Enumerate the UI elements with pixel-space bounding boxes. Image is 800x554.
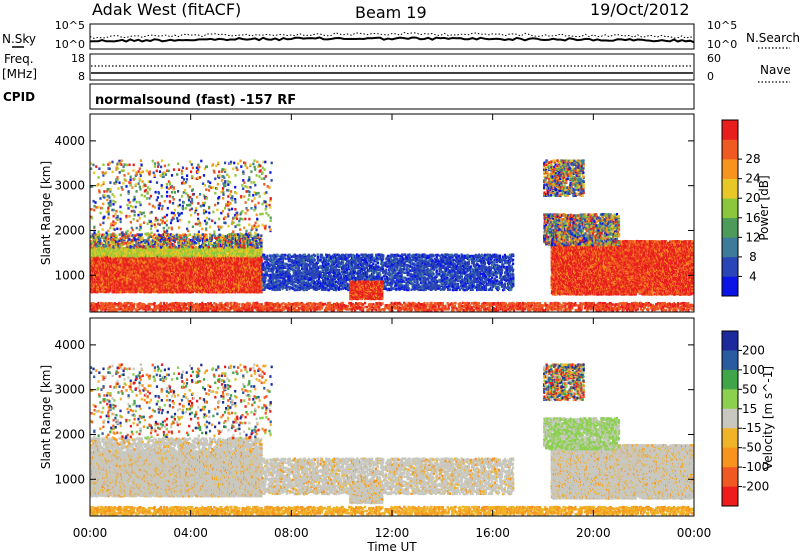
- freq-tick-low: 8: [78, 70, 85, 83]
- cpid-strip: CPID normalsound (fast) -157 RF: [3, 84, 694, 109]
- nsky-tick-high: 10^5: [55, 19, 85, 32]
- cpid-label: CPID: [3, 90, 35, 104]
- noise-strip: N.Sky 10^5 10^0 10^5 10^0 N.Search: [2, 19, 800, 51]
- nsearch-label: N.Search: [746, 31, 800, 45]
- nave-label: Nave: [760, 63, 791, 77]
- nsky-label: N.Sky: [2, 32, 36, 46]
- nave-tick-high: 60: [707, 52, 721, 65]
- freq-strip: Freq. [MHz] 18 8 60 0 Nave: [2, 52, 791, 83]
- nsky-tick-low: 10^0: [55, 38, 85, 51]
- nave-tick-low: 0: [707, 70, 714, 83]
- freq-label: Freq.: [4, 52, 34, 66]
- freq-tick-high: 18: [71, 52, 85, 65]
- station-title: Adak West (fitACF): [92, 0, 241, 19]
- nsearch-tick-high: 10^5: [707, 19, 737, 32]
- rti-figure: Adak West (fitACF) Beam 19 19/Oct/2012 N…: [0, 0, 800, 554]
- nsearch-tick-low: 10^0: [707, 38, 737, 51]
- beam-title: Beam 19: [355, 3, 427, 22]
- date-title: 19/Oct/2012: [590, 0, 690, 19]
- freq-unit-label: [MHz]: [2, 67, 37, 81]
- cpid-text: normalsound (fast) -157 RF: [95, 93, 296, 108]
